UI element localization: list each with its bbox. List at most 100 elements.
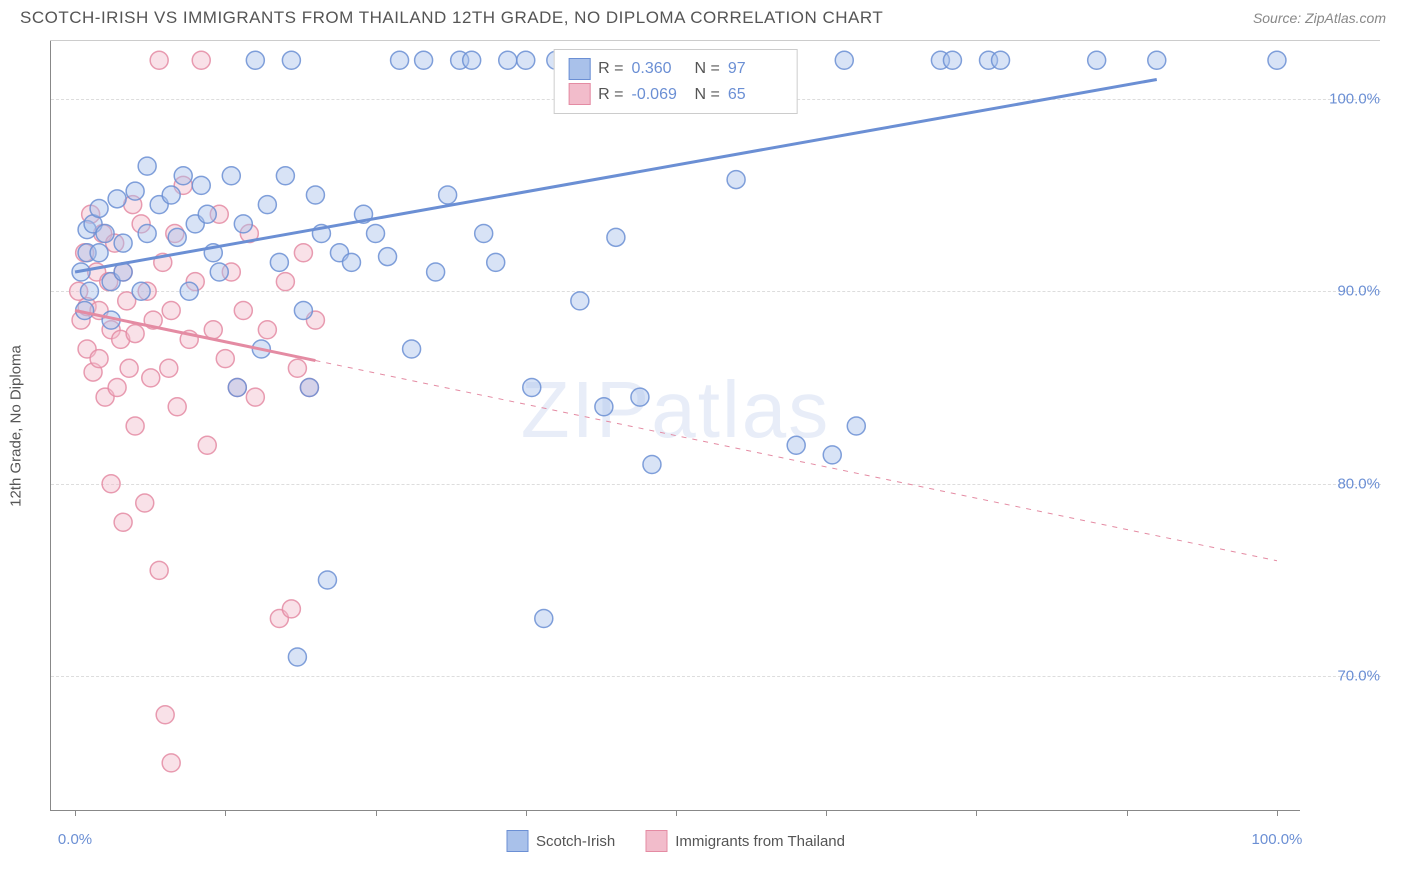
data-point: [174, 167, 192, 185]
series-2-r-value: -0.069: [632, 82, 687, 108]
data-point: [379, 248, 397, 266]
legend-label-1: Scotch-Irish: [536, 833, 615, 850]
data-point: [138, 225, 156, 243]
scatter-plot-svg: [51, 41, 1301, 811]
data-point: [96, 225, 114, 243]
data-point: [595, 398, 613, 416]
x-tick: [225, 810, 226, 816]
series-1-r-value: 0.360: [632, 56, 687, 82]
data-point: [136, 494, 154, 512]
data-point: [156, 706, 174, 724]
data-point: [150, 51, 168, 69]
data-point: [216, 350, 234, 368]
data-point: [306, 186, 324, 204]
data-point: [727, 171, 745, 189]
data-point: [294, 302, 312, 320]
data-point: [246, 388, 264, 406]
data-point: [162, 186, 180, 204]
data-point: [282, 51, 300, 69]
data-point: [607, 228, 625, 246]
data-point: [415, 51, 433, 69]
legend-item-1: Scotch-Irish: [506, 830, 615, 852]
data-point: [160, 359, 178, 377]
data-point: [222, 167, 240, 185]
legend-label-2: Immigrants from Thailand: [675, 833, 845, 850]
legend-item-2: Immigrants from Thailand: [645, 830, 845, 852]
data-point: [318, 571, 336, 589]
data-point: [192, 176, 210, 194]
data-point: [391, 51, 409, 69]
y-tick-label: 100.0%: [1310, 90, 1380, 107]
data-point: [487, 253, 505, 271]
data-point: [787, 436, 805, 454]
data-point: [342, 253, 360, 271]
y-tick-label: 70.0%: [1310, 668, 1380, 685]
data-point: [475, 225, 493, 243]
data-point: [90, 244, 108, 262]
r-label: R =: [598, 56, 623, 82]
r-label: R =: [598, 82, 623, 108]
data-point: [517, 51, 535, 69]
data-point: [427, 263, 445, 281]
x-tick: [976, 810, 977, 816]
data-point: [108, 379, 126, 397]
data-point: [835, 51, 853, 69]
data-point: [499, 51, 517, 69]
data-point: [1088, 51, 1106, 69]
data-point: [276, 167, 294, 185]
data-point: [823, 446, 841, 464]
data-point: [108, 190, 126, 208]
data-point: [114, 234, 132, 252]
correlation-stats-box: R = 0.360 N = 97 R = -0.069 N = 65: [553, 49, 798, 114]
data-point: [992, 51, 1010, 69]
series-1-n-value: 97: [728, 56, 783, 82]
data-point: [180, 282, 198, 300]
data-point: [168, 398, 186, 416]
y-tick-label: 80.0%: [1310, 475, 1380, 492]
legend-swatch-1: [506, 830, 528, 852]
data-point: [1268, 51, 1286, 69]
data-point: [300, 379, 318, 397]
data-point: [234, 215, 252, 233]
x-tick: [1127, 810, 1128, 816]
data-point: [114, 513, 132, 531]
data-point: [439, 186, 457, 204]
data-point: [294, 244, 312, 262]
data-point: [276, 273, 294, 291]
data-point: [288, 359, 306, 377]
data-point: [204, 321, 222, 339]
plot-area: 12th Grade, No Diploma ZIPatlas 70.0%80.…: [50, 41, 1300, 811]
data-point: [168, 228, 186, 246]
data-point: [258, 196, 276, 214]
data-point: [162, 302, 180, 320]
data-point: [847, 417, 865, 435]
data-point: [246, 51, 264, 69]
data-point: [228, 379, 246, 397]
x-tick: [676, 810, 677, 816]
data-point: [150, 561, 168, 579]
data-point: [282, 600, 300, 618]
y-tick-label: 90.0%: [1310, 283, 1380, 300]
x-tick: [826, 810, 827, 816]
x-tick-label: 100.0%: [1252, 831, 1303, 848]
chart-header: SCOTCH-IRISH VS IMMIGRANTS FROM THAILAND…: [0, 0, 1406, 32]
bottom-legend: Scotch-Irish Immigrants from Thailand: [506, 830, 845, 852]
data-point: [631, 388, 649, 406]
series-2-n-value: 65: [728, 82, 783, 108]
data-point: [523, 379, 541, 397]
data-point: [126, 417, 144, 435]
data-point: [403, 340, 421, 358]
data-point: [571, 292, 589, 310]
n-label: N =: [695, 82, 720, 108]
data-point: [535, 610, 553, 628]
data-point: [126, 182, 144, 200]
data-point: [126, 325, 144, 343]
data-point: [1148, 51, 1166, 69]
data-point: [90, 350, 108, 368]
data-point: [120, 359, 138, 377]
data-point: [258, 321, 276, 339]
data-point: [210, 263, 228, 281]
x-tick: [376, 810, 377, 816]
series-2-swatch: [568, 83, 590, 105]
data-point: [234, 302, 252, 320]
